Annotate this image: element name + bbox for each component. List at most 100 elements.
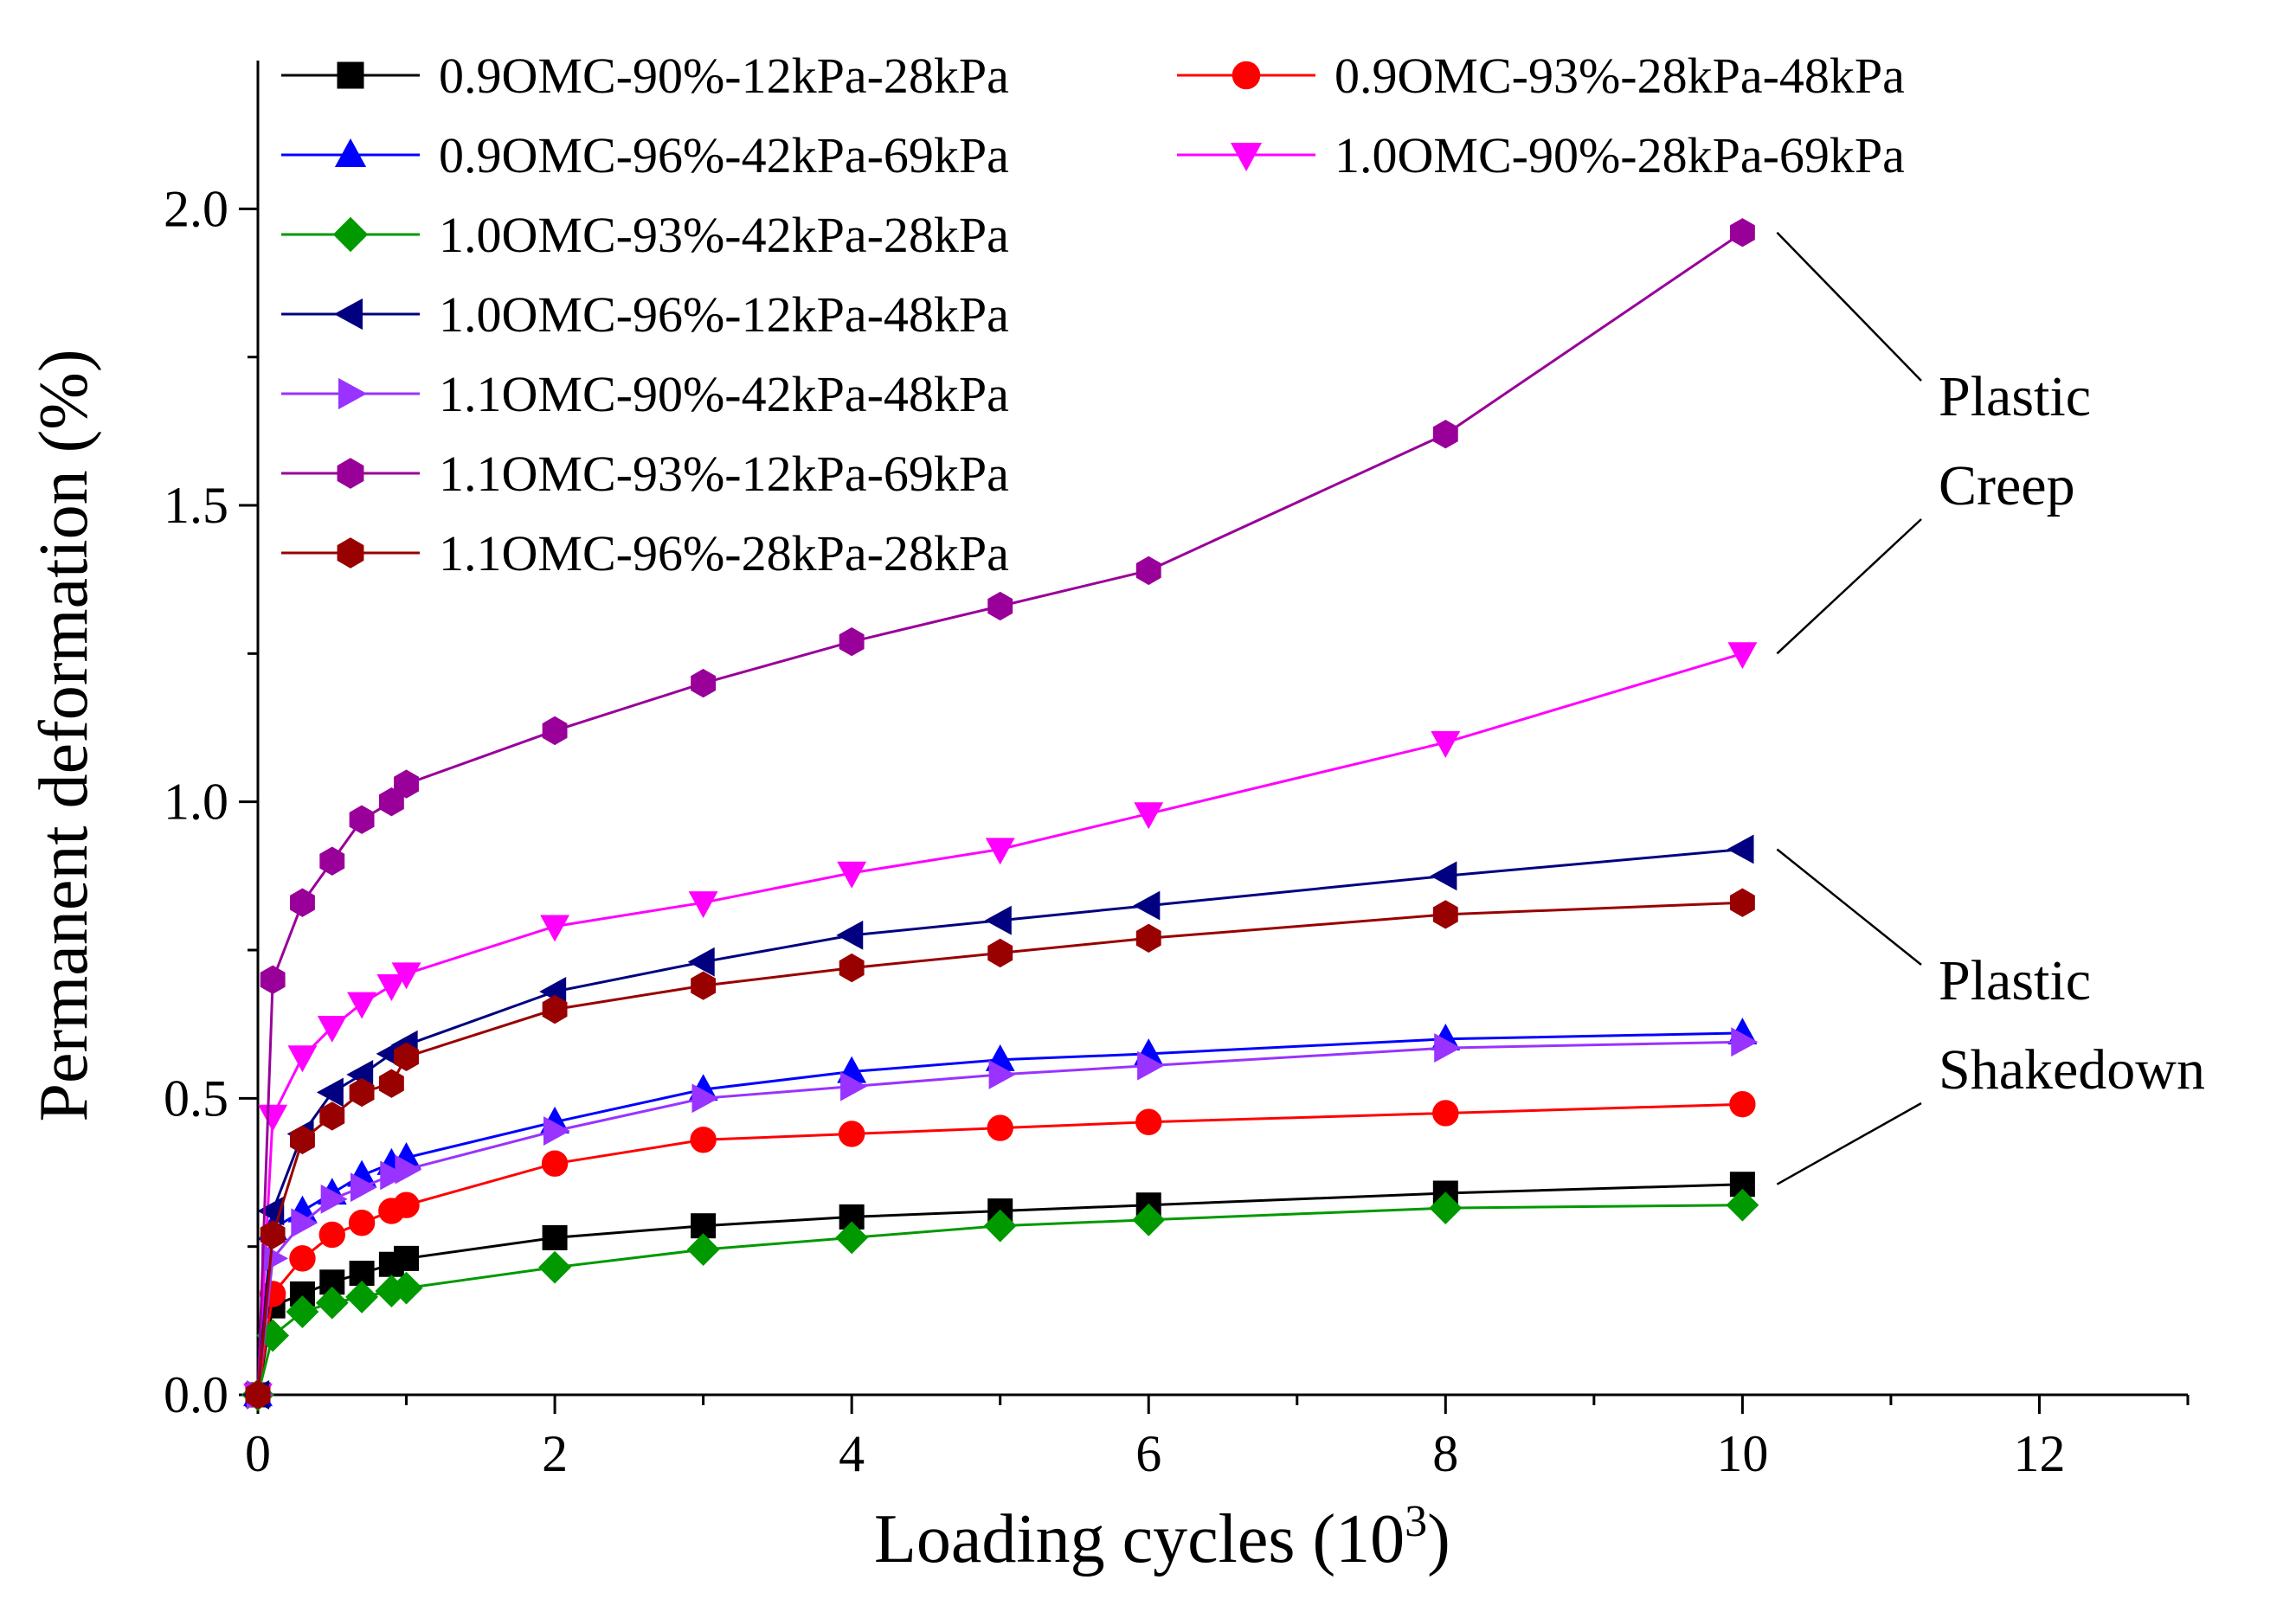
data-point [687, 947, 715, 977]
legend-label: 1.1OMC-90%-42kPa-48kPa [439, 366, 1009, 422]
legend-marker [334, 138, 367, 167]
y-tick-label: 1.0 [164, 774, 228, 831]
series-4 [243, 642, 1758, 1410]
series-5 [241, 1188, 1759, 1411]
annotation-1: Plastic Creep [1776, 231, 2091, 655]
data-point [258, 1104, 288, 1132]
legend-item: 1.1OMC-96%-28kPa-28kPa [281, 525, 1009, 581]
series-7 [246, 1027, 1759, 1410]
data-point [987, 1114, 1013, 1141]
annotation-2: Plastic Shakedown [1776, 848, 2205, 1185]
data-point [287, 1045, 318, 1073]
data-point [260, 965, 286, 994]
data-point [290, 1125, 315, 1154]
legend-label: 1.0OMC-96%-12kPa-48kPa [439, 286, 1009, 343]
data-point [839, 953, 865, 983]
legend-item: 1.0OMC-96%-12kPa-48kPa [281, 286, 1009, 343]
data-point [380, 1160, 408, 1191]
data-point [394, 769, 419, 799]
data-point [261, 1243, 288, 1274]
series-line [256, 1102, 1743, 1396]
data-point [395, 1154, 422, 1185]
series-line [256, 652, 1743, 1396]
data-point [1135, 1108, 1162, 1135]
data-point [542, 716, 568, 746]
data-point [686, 1233, 720, 1267]
data-point [260, 1220, 286, 1249]
data-point [542, 1224, 568, 1250]
data-point [836, 920, 864, 950]
data-point [1135, 556, 1161, 586]
legend-item: 1.0OMC-93%-42kPa-28kPa [281, 207, 1009, 263]
data-point [1729, 218, 1755, 247]
x-tick-label: 12 [2013, 1425, 2065, 1482]
data-point [1432, 420, 1458, 449]
series-6 [242, 834, 1754, 1410]
data-point [541, 1150, 569, 1177]
data-point [1729, 1090, 1756, 1118]
data-point [1731, 1027, 1759, 1057]
data-point [289, 1245, 316, 1272]
callout-line [1776, 231, 1922, 382]
data-point [317, 1015, 347, 1043]
legend-marker [1230, 143, 1263, 172]
y-tick-label: 1.5 [164, 477, 228, 534]
data-point [988, 1059, 1016, 1089]
data-point [350, 1172, 377, 1203]
data-point [393, 1191, 420, 1218]
legend: 0.9OMC-90%-12kPa-28kPa 0.9OMC-93%-28kPa-4… [281, 48, 1905, 581]
data-point [1431, 731, 1461, 758]
data-point [542, 994, 568, 1024]
data-point [835, 1221, 869, 1255]
x-axis-title-sup: 3 [1405, 1497, 1427, 1546]
x-tick-label: 4 [839, 1425, 865, 1482]
legend-item: 0.9OMC-90%-12kPa-28kPa [281, 48, 1009, 104]
data-point [290, 888, 315, 917]
legend-marker [1232, 61, 1261, 90]
data-point [347, 992, 377, 1019]
data-point [1132, 1203, 1166, 1236]
data-point [688, 891, 718, 919]
data-point [983, 1209, 1017, 1243]
data-point [1429, 1191, 1463, 1225]
legend-label: 1.0OMC-90%-28kPa-69kPa [1335, 127, 1905, 183]
data-point [1135, 923, 1161, 953]
legend-label: 0.9OMC-90%-12kPa-28kPa [439, 48, 1009, 104]
data-point [394, 1042, 419, 1072]
legend-label: 0.9OMC-96%-42kPa-69kPa [439, 127, 1009, 183]
data-point [348, 1210, 376, 1236]
y-tick-label: 0.5 [164, 1069, 228, 1127]
data-point [1432, 900, 1458, 929]
legend-marker [337, 537, 364, 568]
y-tick-label: 0.0 [164, 1366, 228, 1423]
series-2 [244, 1090, 1756, 1409]
data-point [691, 668, 717, 698]
axis-ticks: 0 2 4 6 8 10 12 0.0 0.5 1.0 1.5 2.0 [164, 180, 2190, 1482]
callout-line [1776, 848, 1922, 966]
x-axis-title: Loading cycles (103) [874, 1497, 1450, 1577]
legend-marker [332, 216, 369, 253]
data-point [985, 838, 1015, 865]
data-point [345, 1281, 378, 1313]
annotation-text: Plastic [1939, 365, 2091, 428]
data-point [690, 1127, 717, 1153]
x-axis-title-main: Loading cycles (10 [874, 1501, 1405, 1577]
data-point [1726, 1188, 1759, 1222]
legend-item: 1.1OMC-90%-42kPa-48kPa [281, 366, 1009, 422]
data-point [984, 905, 1012, 935]
legend-label: 1.1OMC-96%-28kPa-28kPa [439, 525, 1009, 581]
data-point [1430, 861, 1457, 891]
x-tick-label: 2 [542, 1425, 568, 1482]
y-axis-title: Permanent deformation (%) [26, 349, 102, 1121]
callout-line [1776, 1101, 1922, 1185]
data-point [838, 1121, 865, 1147]
legend-label: 0.9OMC-93%-28kPa-48kPa [1335, 48, 1905, 104]
annotations: Plastic Creep Plastic Shakedown [1776, 231, 2205, 1185]
series-layer [241, 218, 1759, 1411]
annotation-text: Plastic [1939, 949, 2091, 1012]
series-9 [245, 888, 1755, 1410]
data-point [391, 962, 421, 990]
data-point [320, 1184, 348, 1214]
data-point [394, 1245, 420, 1271]
